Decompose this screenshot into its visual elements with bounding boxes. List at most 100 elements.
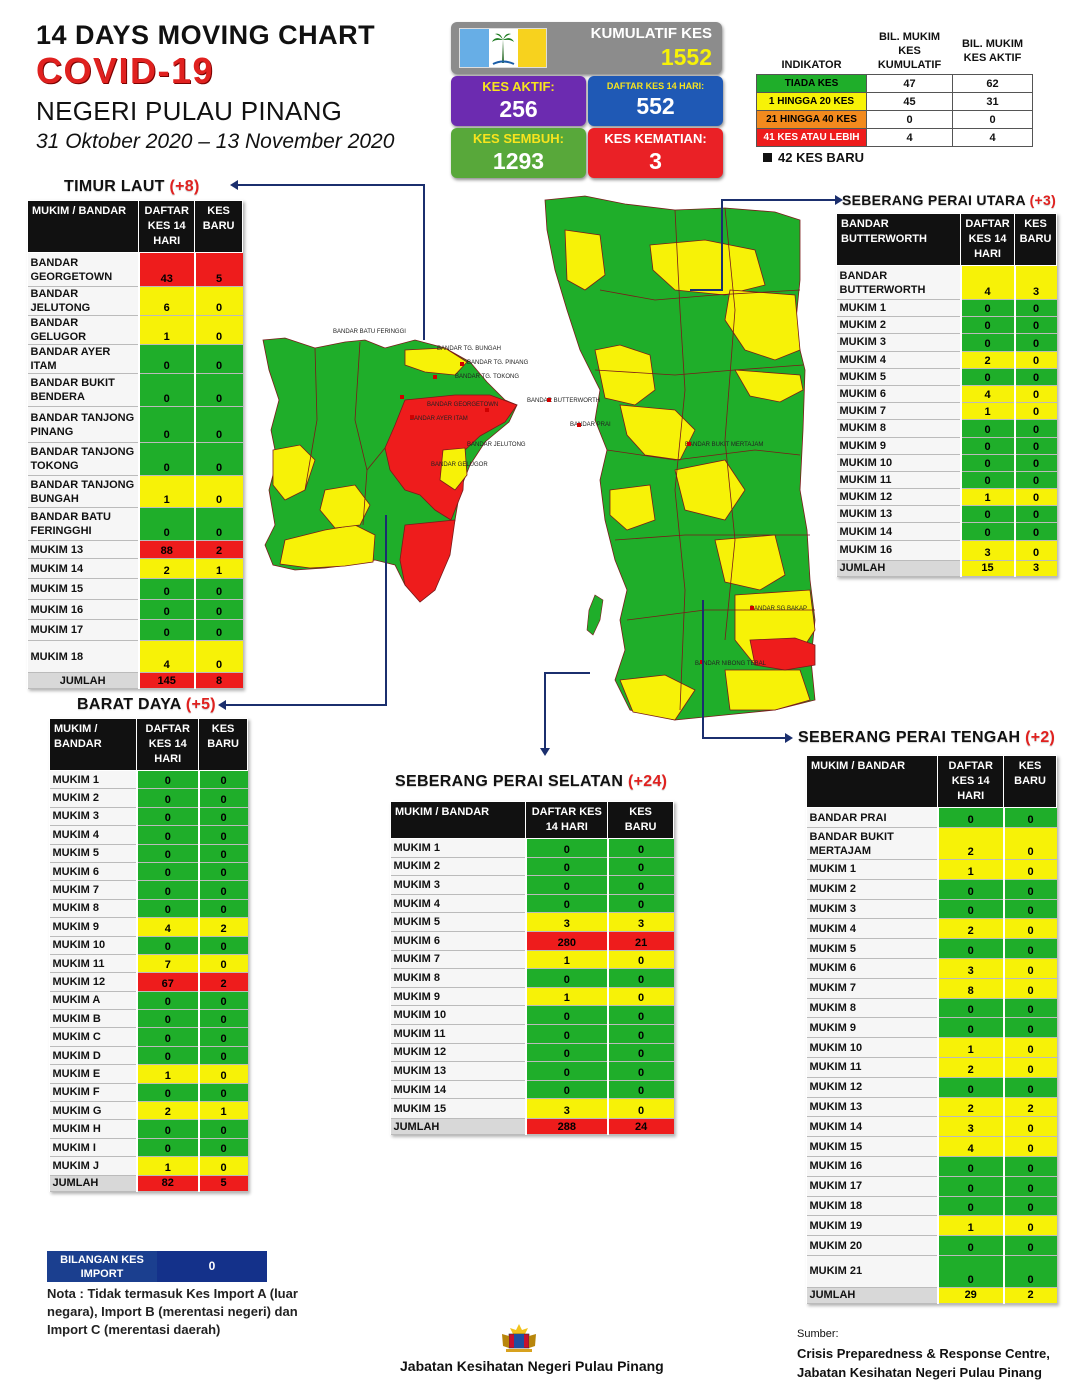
row-name: BANDAR GEORGETOWN xyxy=(27,252,139,287)
malaysia-crest-icon xyxy=(498,1322,540,1359)
row-daftar-value: 0 xyxy=(135,936,199,955)
row-baru-value: 0 xyxy=(1002,918,1057,940)
row-name: MUKIM B xyxy=(49,1009,137,1029)
row-name: BANDAR TANJONG BUNGAH xyxy=(27,475,139,508)
map-label-batu-feringgi: BANDAR BATU FERINGGI xyxy=(333,329,406,335)
table-row: BANDAR AYER ITAM 0 0 xyxy=(27,344,243,374)
row-name: MUKIM 12 xyxy=(390,1043,526,1063)
row-name: MUKIM 8 xyxy=(390,968,526,988)
island-yellow-north xyxy=(404,347,468,376)
row-daftar-value: 0 xyxy=(135,1009,199,1029)
table-row: MUKIM 15 0 0 xyxy=(27,578,243,600)
row-baru-value: 0 xyxy=(606,1005,674,1025)
row-daftar-value: 1 xyxy=(137,315,195,345)
timur-laut-table: MUKIM / BANDAR DAFTAR KES 14 HARI KES BARU… xyxy=(26,200,243,689)
source-label: Sumber: xyxy=(797,1328,839,1340)
covid-title: COVID-19 xyxy=(36,50,215,91)
row-daftar-value: 1 xyxy=(524,950,608,970)
map-label-jelutong: BANDAR JELUTONG xyxy=(467,442,526,448)
table-row: MUKIM 19 1 0 xyxy=(806,1215,1057,1237)
row-name: MUKIM 2 xyxy=(806,879,938,900)
row-baru-value: 0 xyxy=(197,1064,248,1084)
mainland-red-mukim6 xyxy=(749,637,816,671)
kematian-label: KES KEMATIAN: xyxy=(604,131,707,146)
row-name: MUKIM 5 xyxy=(390,912,526,932)
row-daftar-value: 4 xyxy=(135,917,199,937)
row-baru-value: 5 xyxy=(193,252,243,287)
row-name: MUKIM 10 xyxy=(836,454,961,472)
row-baru-value: 0 xyxy=(1013,402,1057,421)
total-baru-value: 8 xyxy=(193,672,243,689)
row-name: BANDAR BUKIT MERTAJAM xyxy=(806,827,938,860)
sembuh-box: KES SEMBUH: 1293 xyxy=(451,128,586,178)
row-name: MUKIM 15 xyxy=(27,578,139,600)
mainland-yellow-7 xyxy=(674,459,746,521)
table-row: MUKIM 14 0 0 xyxy=(390,1080,674,1100)
total-daftar-value: 82 xyxy=(135,1175,199,1192)
sembuh-label: KES SEMBUH: xyxy=(472,131,564,146)
barat-daya-plus: (+5) xyxy=(185,696,216,713)
import-value: 0 xyxy=(157,1251,267,1282)
table-row: BANDAR TANJONG PINANG 0 0 xyxy=(27,406,243,443)
spu-plus: (+3) xyxy=(1029,192,1057,208)
row-name: MUKIM 13 xyxy=(836,505,961,524)
table-header-daftar: DAFTAR KES 14 HARI xyxy=(525,801,609,839)
sembuh-value: 1293 xyxy=(492,148,545,174)
row-daftar-value: 6 xyxy=(137,286,195,316)
row-baru-value: 0 xyxy=(193,286,243,316)
mainland-yellow-3 xyxy=(724,289,801,361)
table-row: BANDAR TANJONG BUNGAH 1 0 xyxy=(27,475,243,508)
row-daftar-value: 3 xyxy=(959,540,1015,561)
row-name: BANDAR GELUGOR xyxy=(27,315,139,345)
row-baru-value: 0 xyxy=(1002,1235,1057,1256)
import-label: BILANGAN KES IMPORT xyxy=(47,1251,157,1282)
row-daftar-value: 0 xyxy=(137,406,195,443)
row-daftar-value: 0 xyxy=(936,1156,1004,1177)
row-daftar-value: 0 xyxy=(135,991,199,1011)
row-baru-value: 0 xyxy=(197,770,248,790)
row-daftar-value: 0 xyxy=(524,968,608,988)
row-baru-value: 0 xyxy=(193,315,243,345)
row-name: MUKIM 6 xyxy=(390,931,526,951)
sps-title: SEBERANG PERAI SELATAN (+24) xyxy=(395,773,667,791)
row-baru-value: 0 xyxy=(193,344,243,374)
row-baru-value: 0 xyxy=(1002,958,1057,979)
row-daftar-value: 0 xyxy=(135,788,199,808)
table-header-daftar: DAFTAR KES 14 HARI xyxy=(136,718,200,771)
table-row: MUKIM 6 280 21 xyxy=(390,931,674,951)
row-name: MUKIM 16 xyxy=(806,1156,938,1177)
penang-island xyxy=(262,337,518,603)
row-daftar-value: 280 xyxy=(524,931,608,951)
table-row: MUKIM 10 0 0 xyxy=(49,936,248,955)
spt-name: SEBERANG PERAI TENGAH xyxy=(798,729,1021,746)
row-name: MUKIM 6 xyxy=(49,862,137,882)
row-baru-value: 0 xyxy=(1002,1057,1057,1078)
row-daftar-value: 0 xyxy=(135,1119,199,1139)
row-name: MUKIM 12 xyxy=(49,972,137,992)
row-baru-value: 0 xyxy=(197,954,248,974)
row-daftar-value: 1 xyxy=(959,402,1015,421)
row-name: MUKIM J xyxy=(49,1156,137,1176)
row-baru-value: 0 xyxy=(193,578,243,600)
row-baru-value: 0 xyxy=(606,1043,674,1063)
timur-laut-title: TIMUR LAUT (+8) xyxy=(64,178,200,196)
row-name: MUKIM 9 xyxy=(49,917,137,937)
table-row: MUKIM 10 0 0 xyxy=(836,454,1057,472)
map-label-butterworth: BANDAR BUTTERWORTH xyxy=(527,398,600,404)
mainland-yellow-1 xyxy=(564,229,606,291)
row-baru-value: 0 xyxy=(1002,1176,1057,1197)
row-name: MUKIM 17 xyxy=(27,619,139,641)
total-baru-value: 24 xyxy=(606,1118,674,1136)
row-baru-value: 0 xyxy=(193,640,243,673)
row-daftar-value: 0 xyxy=(137,599,195,620)
legend-row: 41 KES ATAU LEBIH 4 4 xyxy=(756,128,1033,147)
row-daftar-value: 0 xyxy=(936,1196,1004,1217)
